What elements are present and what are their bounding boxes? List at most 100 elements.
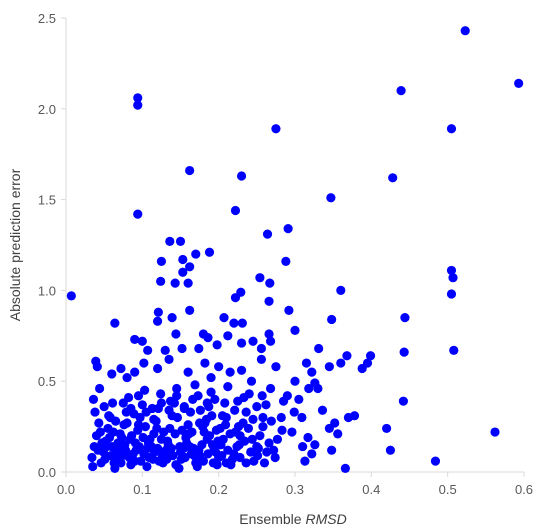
data-point <box>219 313 229 323</box>
data-point <box>340 463 350 473</box>
chart-axes <box>61 17 525 477</box>
data-point <box>195 405 205 415</box>
data-point <box>271 124 281 134</box>
data-point <box>265 383 276 394</box>
data-point <box>265 336 276 346</box>
data-point <box>111 447 121 457</box>
data-point <box>230 405 240 415</box>
data-point <box>236 338 247 348</box>
data-point <box>234 440 244 450</box>
data-point <box>107 398 118 408</box>
data-point <box>333 429 343 439</box>
data-point <box>171 460 181 470</box>
data-point <box>206 372 216 383</box>
data-point <box>156 276 166 286</box>
data-point <box>194 343 204 354</box>
data-point <box>111 416 121 426</box>
data-point <box>88 461 98 472</box>
data-point <box>223 445 233 455</box>
data-point <box>94 383 105 394</box>
data-point <box>248 414 258 424</box>
data-point <box>248 336 258 346</box>
data-point <box>261 400 271 410</box>
x-tick-label: 0.0 <box>57 482 75 497</box>
data-point <box>336 285 346 295</box>
data-point <box>172 383 182 394</box>
y-tick-label: 1.5 <box>38 193 56 208</box>
data-point <box>277 425 287 435</box>
x-tick-label: 0.6 <box>515 482 533 497</box>
data-point <box>221 412 231 423</box>
x-tick-label: 0.4 <box>362 482 380 497</box>
data-point <box>262 229 273 239</box>
data-point <box>349 411 360 421</box>
data-point <box>212 460 222 470</box>
data-point <box>122 418 132 428</box>
data-point <box>294 394 304 404</box>
data-point <box>446 124 457 134</box>
data-point <box>92 362 102 372</box>
data-point <box>130 456 140 466</box>
data-point <box>153 363 163 374</box>
x-tick-label: 0.1 <box>133 482 151 497</box>
data-point <box>133 391 144 401</box>
data-point <box>290 376 300 386</box>
data-point <box>170 278 180 288</box>
data-point <box>130 334 140 345</box>
data-point <box>191 458 201 468</box>
data-point <box>223 382 233 392</box>
data-point <box>236 365 247 375</box>
data-point <box>141 407 151 417</box>
data-point <box>283 224 293 234</box>
data-point <box>139 358 149 368</box>
data-point <box>175 236 186 246</box>
data-point <box>281 256 291 266</box>
data-point <box>156 256 167 266</box>
data-point <box>304 383 314 394</box>
data-point <box>177 425 187 435</box>
data-point <box>301 358 312 368</box>
data-point <box>93 445 103 455</box>
data-point <box>265 278 275 288</box>
data-point <box>396 86 406 96</box>
data-point <box>104 411 114 421</box>
data-point <box>276 412 286 423</box>
data-point <box>130 367 140 377</box>
data-point <box>342 351 352 361</box>
data-point <box>120 445 131 455</box>
data-point <box>99 402 109 412</box>
data-point <box>230 293 241 303</box>
data-point <box>289 407 299 417</box>
data-point <box>164 354 174 365</box>
data-point <box>400 313 410 323</box>
data-point <box>256 354 267 365</box>
data-point <box>217 451 227 461</box>
data-point <box>137 400 147 410</box>
y-tick-label: 0.0 <box>38 465 56 480</box>
data-point <box>210 394 220 404</box>
data-point <box>90 407 100 417</box>
y-axis-title: Absolute prediction error <box>7 168 23 321</box>
data-point <box>185 441 195 452</box>
data-point <box>362 358 373 368</box>
data-point <box>88 394 99 404</box>
data-point <box>310 440 320 450</box>
data-point <box>104 432 115 443</box>
data-point <box>448 273 458 283</box>
data-point <box>133 209 143 219</box>
data-point <box>153 307 163 317</box>
data-point <box>156 389 166 399</box>
data-point <box>253 443 263 453</box>
data-point <box>264 438 274 448</box>
data-point <box>317 405 328 415</box>
data-point <box>221 458 231 468</box>
data-point <box>185 305 195 315</box>
data-point <box>233 396 243 406</box>
data-point <box>298 441 308 452</box>
data-point <box>194 418 205 428</box>
data-point <box>134 441 144 452</box>
data-point <box>236 171 247 181</box>
data-point <box>490 427 500 437</box>
data-point <box>187 427 197 437</box>
